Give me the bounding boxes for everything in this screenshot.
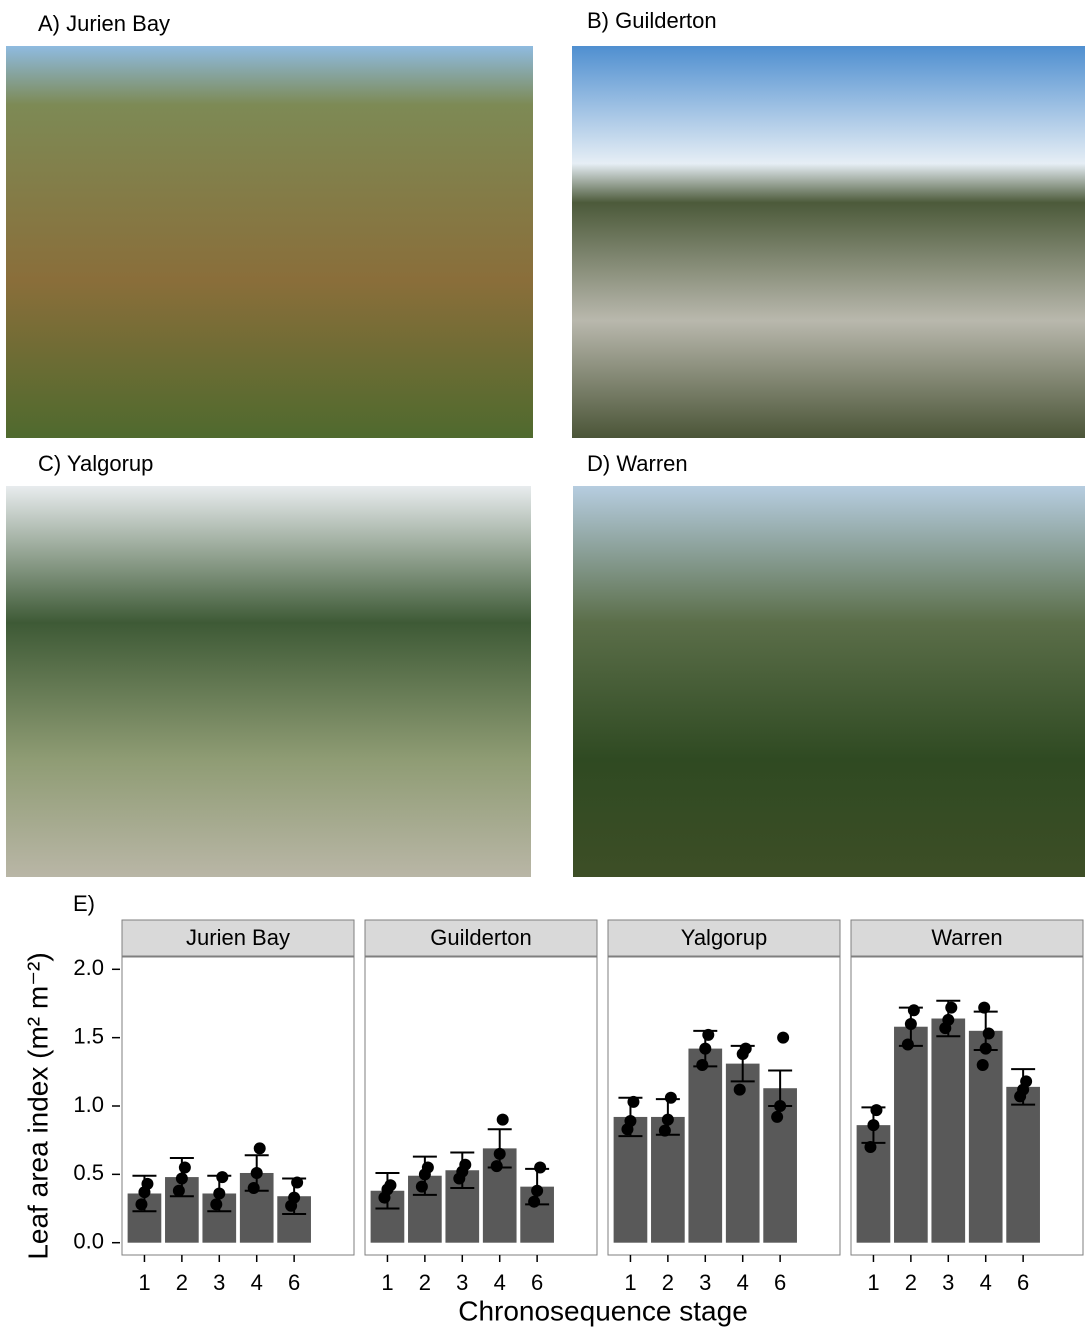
data-point [497, 1114, 509, 1126]
data-point [384, 1179, 396, 1191]
figure: A) Jurien Bay B) Guilderton C) Yalgorup … [0, 0, 1085, 1334]
page: A) Jurien Bay B) Guilderton C) Yalgorup … [0, 0, 1085, 1334]
photo [6, 46, 533, 438]
data-point [494, 1148, 506, 1160]
data-point [702, 1029, 714, 1041]
data-point [534, 1162, 546, 1174]
data-point [491, 1160, 503, 1172]
data-point [870, 1104, 882, 1116]
data-point [740, 1043, 752, 1055]
data-point [665, 1092, 677, 1104]
x-tick-label: 4 [251, 1270, 263, 1295]
data-point [864, 1141, 876, 1153]
photo-label: A) Jurien Bay [38, 11, 170, 36]
data-point [210, 1198, 222, 1210]
photo [572, 46, 1085, 438]
data-point [291, 1177, 303, 1189]
x-tick-label: 1 [624, 1270, 636, 1295]
photo-label: B) Guilderton [587, 8, 717, 33]
x-tick-label: 2 [419, 1270, 431, 1295]
data-point [867, 1119, 879, 1131]
x-tick-label: 1 [867, 1270, 879, 1295]
data-point [980, 1043, 992, 1055]
x-tick-label: 2 [905, 1270, 917, 1295]
data-point [659, 1125, 671, 1137]
data-point [422, 1162, 434, 1174]
x-tick-label: 4 [980, 1270, 992, 1295]
data-point [254, 1142, 266, 1154]
y-tick-label: 1.5 [73, 1023, 104, 1048]
photo [573, 486, 1085, 877]
data-point [1020, 1075, 1032, 1087]
data-point [531, 1185, 543, 1197]
y-tick-label: 0.5 [73, 1160, 104, 1185]
data-point [771, 1111, 783, 1123]
bar [1006, 1087, 1040, 1243]
data-point [213, 1187, 225, 1199]
data-point [179, 1162, 191, 1174]
data-point [135, 1198, 147, 1210]
y-tick-label: 2.0 [73, 955, 104, 980]
data-point [627, 1096, 639, 1108]
data-point [624, 1115, 636, 1127]
x-tick-label: 6 [288, 1270, 300, 1295]
y-axis-label: Leaf area index (m² m⁻²) [22, 952, 53, 1259]
x-tick-label: 3 [456, 1270, 468, 1295]
data-point [777, 1032, 789, 1044]
data-point [459, 1159, 471, 1171]
x-tick-label: 4 [737, 1270, 749, 1295]
bar [931, 1019, 965, 1243]
data-point [945, 1002, 957, 1014]
data-point [978, 1002, 990, 1014]
data-point [699, 1043, 711, 1055]
x-tick-label: 6 [531, 1270, 543, 1295]
photo-label: D) Warren [587, 451, 688, 476]
facet-title: Guilderton [430, 925, 532, 950]
data-point [696, 1059, 708, 1071]
data-point [288, 1192, 300, 1204]
data-point [216, 1171, 228, 1183]
data-point [176, 1172, 188, 1184]
x-tick-label: 1 [381, 1270, 393, 1295]
panel-label: E) [73, 891, 95, 916]
data-point [662, 1114, 674, 1126]
data-point [983, 1028, 995, 1040]
facet-title: Jurien Bay [186, 925, 290, 950]
photo [6, 486, 531, 877]
data-point [774, 1100, 786, 1112]
data-point [251, 1167, 263, 1179]
y-tick-label: 1.0 [73, 1092, 104, 1117]
x-tick-label: 3 [699, 1270, 711, 1295]
bar [894, 1027, 928, 1243]
x-tick-label: 2 [176, 1270, 188, 1295]
x-axis-label: Chronosequence stage [458, 1295, 748, 1326]
data-point [908, 1004, 920, 1016]
data-point [905, 1018, 917, 1030]
data-point [942, 1014, 954, 1026]
facet-title: Warren [931, 925, 1002, 950]
data-point [977, 1059, 989, 1071]
data-point [173, 1185, 185, 1197]
bar [688, 1049, 722, 1243]
photo-label: C) Yalgorup [38, 451, 153, 476]
data-point [141, 1178, 153, 1190]
x-tick-label: 3 [213, 1270, 225, 1295]
data-point [528, 1196, 540, 1208]
y-tick-label: 0.0 [73, 1229, 104, 1254]
x-tick-label: 2 [662, 1270, 674, 1295]
x-tick-label: 1 [138, 1270, 150, 1295]
x-tick-label: 3 [942, 1270, 954, 1295]
x-tick-label: 4 [494, 1270, 506, 1295]
data-point [734, 1084, 746, 1096]
data-point [902, 1038, 914, 1050]
facet-title: Yalgorup [681, 925, 767, 950]
data-point [416, 1181, 428, 1193]
x-tick-label: 6 [1017, 1270, 1029, 1295]
data-point [248, 1182, 260, 1194]
x-tick-label: 6 [774, 1270, 786, 1295]
